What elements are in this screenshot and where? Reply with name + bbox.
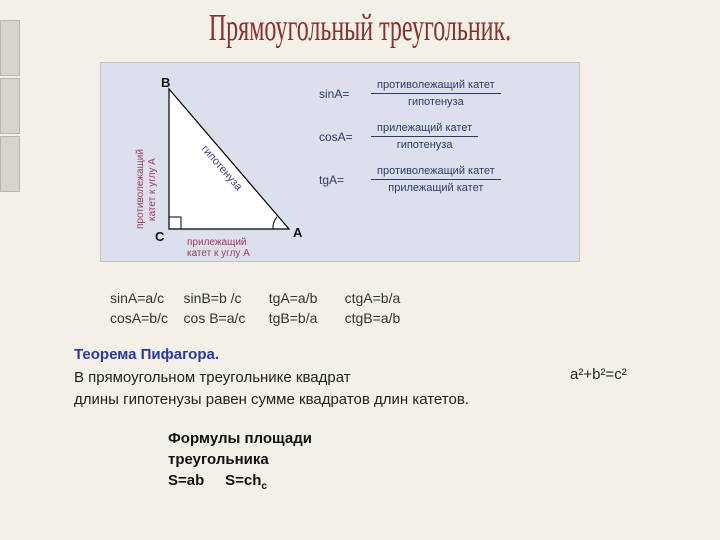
vertex-c: C [155,229,165,244]
def-tg: tgA= противолежащий катет прилежащий кат… [319,165,569,194]
page-title: Прямоугольный треугольник. [0,8,720,51]
side-tab[interactable] [0,136,20,192]
adjacent-leg-label-2: катет к углу A [187,248,250,259]
adjacent-leg-label-1: прилежащий [187,237,247,248]
pythagoras-theorem: Теорема Пифагора. В прямоугольном треуго… [74,344,469,412]
pythagoras-equation: а²+b²=c² [570,366,627,383]
opposite-leg-label-2: катет к углу A [147,158,158,221]
def-cos: cosA= прилежащий катет гипотенуза [319,122,569,151]
pythagoras-line2: длины гипотенузы равен сумме квадратов д… [74,391,469,408]
vertex-b: B [161,75,170,90]
side-tab[interactable] [0,78,20,134]
opposite-leg-label-1: противолежащий [135,149,146,229]
trig-definitions: sinA= противолежащий катет гипотенуза co… [319,79,569,208]
triangle-diagram: B C A противолежащий катет к углу A гипо… [109,69,309,259]
area-formulas: Формулы площади треугольника S=ab S=chc [168,428,312,494]
pythagoras-line1: В прямоугольном треугольнике квадрат [74,369,351,386]
def-sin: sinA= противолежащий катет гипотенуза [319,79,569,108]
pythagoras-title: Теорема Пифагора. [74,346,219,363]
diagram-panel: B C A противолежащий катет к углу A гипо… [100,62,580,262]
formula-table: sinA=a/c sinB=b /c tgA=a/b ctgA=b/a cosA… [110,288,400,329]
vertex-a: A [293,225,303,240]
